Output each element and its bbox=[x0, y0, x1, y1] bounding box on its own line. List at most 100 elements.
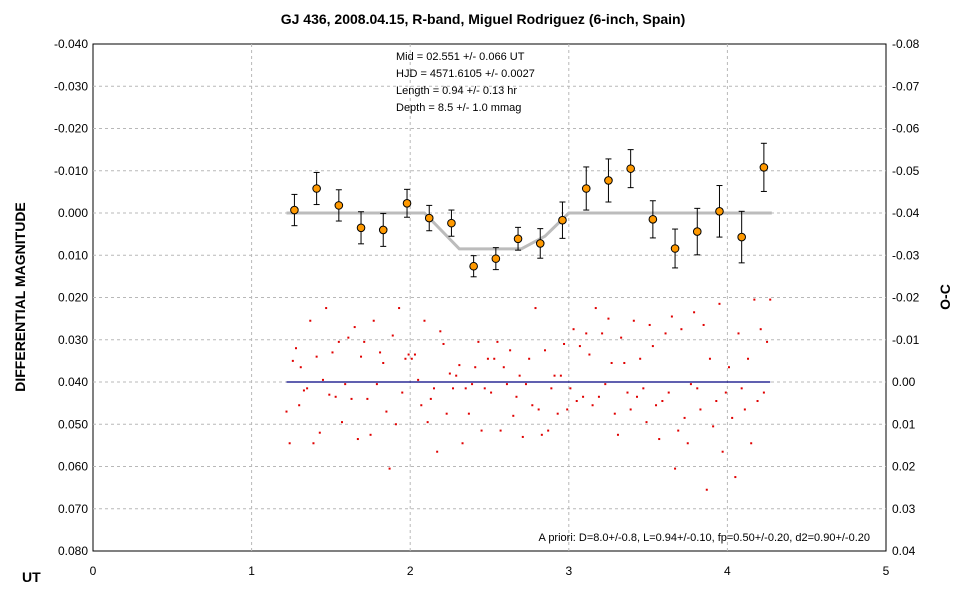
oc-point bbox=[455, 374, 458, 377]
y2-tick-label: 0.04 bbox=[892, 544, 916, 558]
oc-point bbox=[582, 395, 585, 398]
x-tick-label: 3 bbox=[565, 564, 572, 578]
y-tick-label: 0.030 bbox=[58, 333, 88, 347]
oc-point bbox=[616, 433, 619, 436]
oc-point bbox=[334, 395, 337, 398]
oc-point bbox=[667, 391, 670, 394]
oc-point bbox=[578, 345, 581, 348]
oc-point bbox=[347, 336, 350, 339]
binned-point bbox=[692, 227, 702, 236]
oc-point bbox=[420, 404, 423, 407]
oc-point bbox=[363, 340, 366, 343]
oc-point bbox=[686, 442, 689, 445]
oc-point bbox=[731, 416, 734, 419]
oc-point bbox=[705, 488, 708, 491]
oc-point bbox=[356, 438, 359, 441]
oc-point bbox=[309, 319, 312, 322]
binned-point bbox=[737, 232, 746, 242]
oc-point bbox=[496, 340, 499, 343]
oc-point bbox=[566, 408, 569, 411]
oc-point bbox=[404, 357, 407, 360]
oc-point bbox=[727, 366, 730, 369]
oc-point bbox=[471, 383, 474, 386]
binned-point bbox=[604, 176, 613, 185]
oc-point bbox=[499, 429, 502, 432]
oc-point bbox=[721, 450, 724, 453]
oc-point bbox=[445, 412, 448, 415]
oc-point bbox=[341, 421, 344, 424]
oc-point bbox=[715, 400, 718, 403]
oc-point bbox=[639, 357, 642, 360]
oc-point bbox=[486, 357, 489, 360]
apriori-note: A priori: D=8.0+/-0.8, L=0.94+/-0.10, fp… bbox=[539, 532, 870, 544]
oc-point bbox=[658, 438, 661, 441]
oc-point bbox=[648, 323, 651, 326]
oc-point bbox=[448, 372, 451, 375]
oc-point bbox=[737, 332, 740, 335]
binned-point bbox=[648, 215, 658, 224]
tick-labels: 0 1 2 3 4 5-0.040-0.030-0.020-0.0100.0000.010… bbox=[54, 37, 920, 578]
x-tick-label: 0 bbox=[90, 564, 97, 578]
binned-point bbox=[469, 261, 478, 271]
oc-points-layer bbox=[285, 298, 772, 491]
fit-info-box: Mid = 02.551 +/- 0.066 UT HJD = 4571.610… bbox=[396, 51, 535, 114]
oc-point bbox=[321, 378, 324, 381]
oc-point bbox=[575, 400, 578, 403]
oc-point bbox=[712, 425, 715, 428]
oc-point bbox=[426, 421, 429, 424]
oc-point bbox=[766, 340, 769, 343]
info-line-depth: Depth = 8.5 +/- 1.0 mmag bbox=[396, 102, 521, 114]
oc-point bbox=[298, 404, 301, 407]
oc-point bbox=[436, 450, 439, 453]
y-tick-label: 0.020 bbox=[58, 291, 88, 305]
oc-point bbox=[569, 387, 572, 390]
oc-point bbox=[353, 326, 356, 329]
oc-point bbox=[553, 374, 556, 377]
y2-tick-label: -0.03 bbox=[892, 248, 920, 262]
oc-point bbox=[696, 387, 699, 390]
oc-point bbox=[537, 408, 540, 411]
oc-point bbox=[604, 383, 607, 386]
oc-point bbox=[461, 442, 464, 445]
oc-point bbox=[724, 391, 727, 394]
oc-point bbox=[756, 400, 759, 403]
oc-point bbox=[325, 307, 328, 310]
oc-point bbox=[467, 412, 470, 415]
oc-point bbox=[512, 414, 515, 417]
oc-point bbox=[452, 387, 455, 390]
info-line-hjd: HJD = 4571.6105 +/- 0.0027 bbox=[396, 68, 535, 80]
oc-point bbox=[689, 383, 692, 386]
oc-point bbox=[490, 391, 493, 394]
oc-point bbox=[655, 404, 658, 407]
y2-tick-label: 0.02 bbox=[892, 460, 916, 474]
oc-point bbox=[664, 332, 667, 335]
oc-point bbox=[620, 336, 623, 339]
y-tick-label: -0.040 bbox=[54, 37, 88, 51]
oc-point bbox=[366, 397, 369, 400]
oc-point bbox=[407, 353, 410, 356]
oc-point bbox=[306, 387, 309, 390]
oc-point bbox=[288, 442, 291, 445]
y-tick-label: 0.060 bbox=[58, 460, 88, 474]
oc-point bbox=[429, 397, 432, 400]
oc-point bbox=[718, 302, 721, 305]
binned-point bbox=[356, 223, 366, 233]
y-tick-label: 0.040 bbox=[58, 375, 88, 389]
info-line-mid: Mid = 02.551 +/- 0.066 UT bbox=[396, 51, 525, 63]
oc-point bbox=[372, 319, 375, 322]
binned-point bbox=[581, 184, 591, 193]
y-tick-label: 0.050 bbox=[58, 417, 88, 431]
oc-point bbox=[632, 319, 635, 322]
oc-point bbox=[683, 416, 686, 419]
oc-point bbox=[610, 361, 613, 364]
oc-point bbox=[544, 349, 547, 352]
y-tick-label: -0.030 bbox=[54, 79, 88, 93]
oc-point bbox=[439, 330, 442, 333]
oc-point bbox=[769, 298, 772, 301]
oc-point bbox=[693, 311, 696, 314]
oc-point bbox=[464, 387, 467, 390]
oc-point bbox=[518, 374, 521, 377]
y-tick-label: -0.010 bbox=[54, 164, 88, 178]
x-axis-label: UT bbox=[22, 569, 41, 585]
